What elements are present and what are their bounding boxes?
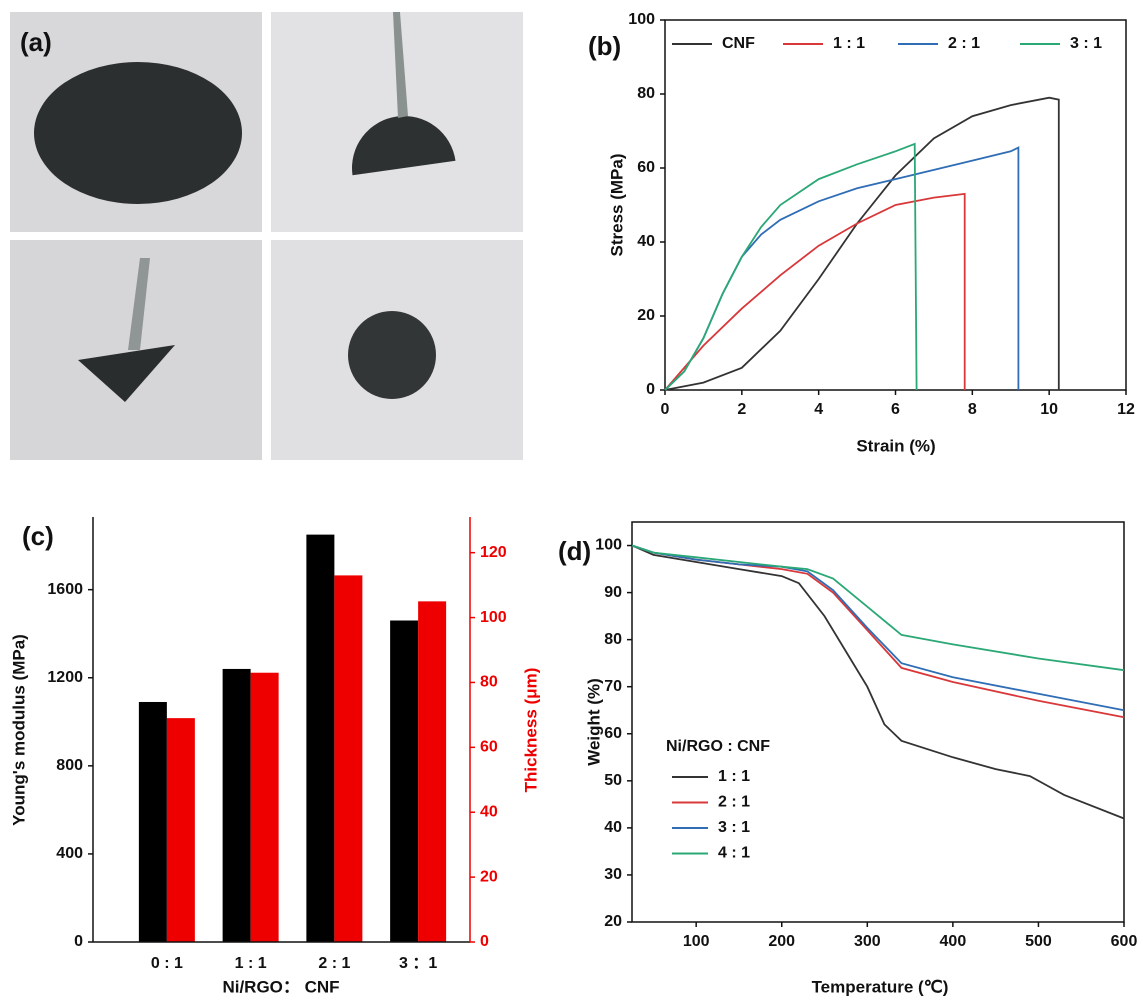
legend-label: 4 : 1 [718,845,750,862]
panel-label: (c) [22,521,54,551]
x-tick-label: 4 [814,401,823,418]
x-tick-label: 0 : 1 [151,955,183,972]
panel-label: (b) [588,31,621,61]
x-tick-label: 300 [854,933,881,950]
bar [138,701,167,942]
legend-label: 1 : 1 [833,35,865,52]
film [348,311,436,399]
bar [250,672,279,942]
x-tick-label: 3 ：1 [399,955,437,972]
y2-axis-title: Thickness (μm) [521,668,540,793]
y2-tick-label: 20 [480,868,498,885]
y-tick-label: 90 [604,584,622,601]
y-tick-label: 800 [56,757,83,774]
y-tick-label: 100 [595,537,622,554]
bar [390,620,419,942]
y-axis-title: Young's modulus (MPa) [9,634,28,826]
x-tick-label: 1 : 1 [235,955,267,972]
x-tick-label: 6 [891,401,900,418]
plot-frame [631,521,1125,923]
legend-label: 2 : 1 [718,794,750,811]
data-line [664,96,1060,391]
x-tick-label: 500 [1025,933,1052,950]
film [34,62,242,204]
y-tick-label: 50 [604,772,622,789]
y-tick-label: 0 [646,381,655,398]
film [78,345,175,402]
y-tick-label: 30 [604,866,622,883]
x-tick-label: 400 [940,933,967,950]
y-tick-label: 60 [604,725,622,742]
y-tick-label: 70 [604,678,622,695]
data-line [664,142,918,391]
y-tick-label: 80 [637,85,655,102]
y-tick-label: 20 [604,913,622,930]
y2-tick-label: 0 [480,933,489,950]
y-tick-label: 60 [637,159,655,176]
y2-tick-label: 40 [480,803,498,820]
x-axis-title: Ni/RGO： CNF [222,977,339,996]
film [352,116,456,176]
legend-label: CNF [722,35,755,52]
y-tick-label: 80 [604,631,622,648]
x-tick-label: 12 [1117,401,1135,418]
x-tick-label: 2 [737,401,746,418]
y-axis-title: Weight (%) [584,678,603,766]
y2-tick-label: 60 [480,739,498,756]
tweezers [393,12,408,118]
y-tick-label: 1200 [47,669,83,686]
tweezers [128,258,150,350]
x-tick-label: 100 [683,933,710,950]
y-tick-label: 100 [628,11,655,28]
panel-label: (d) [558,536,591,566]
y-tick-label: 0 [74,933,83,950]
x-tick-label: 200 [768,933,795,950]
y-tick-label: 1600 [47,581,83,598]
y-tick-label: 40 [637,233,655,250]
x-tick-label: 2 : 1 [318,955,350,972]
bar [334,575,363,942]
bar [306,534,335,942]
panel-label: (a) [20,27,52,57]
x-tick-label: 10 [1040,401,1058,418]
legend-label: 1 : 1 [718,768,750,785]
x-axis-title: Strain (%) [856,436,935,455]
data-line [631,544,1125,712]
data-line [664,192,966,391]
y-tick-label: 400 [56,845,83,862]
x-tick-label: 0 [661,401,670,418]
x-tick-label: 600 [1111,933,1138,950]
bar [166,718,195,942]
photos: (a) [10,12,523,460]
y2-tick-label: 80 [480,674,498,691]
legend-label: 2 : 1 [948,35,980,52]
legend-label: 3 : 1 [718,819,750,836]
y-tick-label: 20 [637,307,655,324]
bar [222,668,251,942]
x-tick-label: 8 [968,401,977,418]
data-line [631,544,1125,672]
data-line [631,544,1125,719]
data-line [631,544,1125,820]
y2-tick-label: 120 [480,544,507,561]
y-tick-label: 40 [604,819,622,836]
y2-tick-label: 100 [480,609,507,626]
legend-title: Ni/RGO : CNF [666,738,770,755]
legend-label: 3 : 1 [1070,35,1102,52]
y-axis-title: Stress (MPa) [607,154,626,257]
bar [418,601,447,942]
x-axis-title: Temperature (℃) [812,977,949,996]
